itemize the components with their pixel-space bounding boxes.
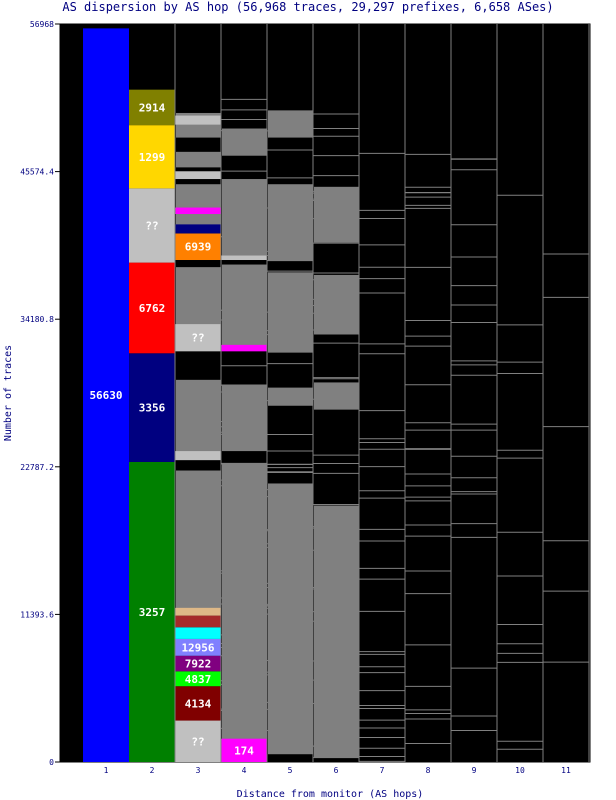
y-tick-label: 34180.8 bbox=[20, 315, 54, 324]
segment-label: 4134 bbox=[185, 697, 212, 710]
bar-segment bbox=[175, 224, 221, 234]
bar-segment bbox=[175, 638, 221, 656]
bar-segment bbox=[175, 451, 221, 461]
chart-title: AS dispersion by AS hop (56,968 traces, … bbox=[62, 0, 553, 14]
other-as-region bbox=[176, 98, 589, 762]
bar-segment bbox=[221, 344, 267, 352]
x-tick-label: 6 bbox=[334, 766, 339, 775]
other-as-band bbox=[176, 379, 221, 459]
bar-segment bbox=[129, 188, 175, 263]
y-tick-label: 56968 bbox=[30, 20, 54, 29]
bar-segment bbox=[175, 324, 221, 352]
segment-label: 56630 bbox=[89, 389, 122, 402]
segment-label: ?? bbox=[191, 332, 204, 345]
bar-segment bbox=[175, 671, 221, 687]
other-as-band bbox=[268, 110, 313, 138]
x-axis-label: Distance from monitor (AS hops) bbox=[237, 789, 424, 800]
bar-segment bbox=[129, 89, 175, 126]
other-as-band bbox=[222, 264, 267, 347]
x-tick-label: 2 bbox=[150, 766, 155, 775]
bar-segment bbox=[175, 233, 221, 261]
x-tick-label: 8 bbox=[426, 766, 431, 775]
bar-segment bbox=[83, 28, 129, 763]
other-as-band bbox=[222, 179, 267, 256]
bar-segment bbox=[175, 655, 221, 672]
bar-segment bbox=[175, 115, 221, 125]
bar-segment bbox=[175, 171, 221, 180]
segment-label: 7922 bbox=[185, 658, 212, 671]
other-as-band bbox=[314, 186, 359, 243]
segment-label: ?? bbox=[191, 735, 204, 748]
bar-segment bbox=[175, 686, 221, 721]
bar-segment bbox=[175, 207, 221, 215]
bar-segment bbox=[175, 720, 221, 762]
segment-label: 3257 bbox=[139, 606, 166, 619]
x-tick-label: 3 bbox=[196, 766, 201, 775]
other-as-band bbox=[222, 464, 267, 757]
y-tick-label: 22787.2 bbox=[20, 463, 54, 472]
bar-segment bbox=[129, 461, 175, 762]
other-as-band bbox=[222, 128, 267, 156]
bar-segment bbox=[221, 255, 267, 261]
x-tick-label: 11 bbox=[561, 766, 571, 775]
x-tick-label: 4 bbox=[242, 766, 247, 775]
y-tick-label: 45574.4 bbox=[20, 168, 54, 177]
other-as-band bbox=[176, 470, 221, 610]
x-tick-label: 5 bbox=[288, 766, 293, 775]
other-as-band bbox=[222, 385, 267, 452]
bar-segment bbox=[175, 615, 221, 628]
other-as-band bbox=[176, 151, 221, 168]
bar-segment bbox=[221, 738, 267, 762]
y-axis-label: Number of traces bbox=[3, 345, 14, 441]
y-axis: 0 11393.6 22787.2 34180.8 45574.4 56968 bbox=[20, 20, 60, 767]
other-as-band bbox=[314, 382, 359, 410]
bar-segment bbox=[129, 262, 175, 354]
x-tick-label: 7 bbox=[380, 766, 385, 775]
other-as-band bbox=[314, 274, 359, 335]
segment-label: 1299 bbox=[139, 151, 166, 164]
y-tick-label: 11393.6 bbox=[20, 610, 54, 619]
segment-label: 2914 bbox=[139, 101, 166, 114]
segment-label: ?? bbox=[145, 219, 158, 232]
y-tick-label: 0 bbox=[49, 758, 54, 767]
segment-label: 4837 bbox=[185, 673, 212, 686]
other-as-band bbox=[268, 184, 313, 261]
x-tick-label: 1 bbox=[104, 766, 109, 775]
other-as-band bbox=[268, 483, 313, 755]
column-dividers bbox=[174, 24, 590, 762]
bar-segment bbox=[129, 125, 175, 189]
bar-segments bbox=[83, 28, 267, 763]
segment-labels: 56630 3257 3356 6762?? 1299 2914?? 4134 4837 792… bbox=[89, 101, 254, 757]
other-as-band bbox=[268, 387, 313, 406]
x-tick-label: 10 bbox=[515, 766, 525, 775]
bar-segment bbox=[175, 627, 221, 639]
bar-segment bbox=[129, 353, 175, 462]
x-axis: 1 2 3 4 5 6 7 8 9 10 11 bbox=[104, 766, 571, 775]
other-as-band bbox=[176, 184, 221, 229]
segment-label: 6939 bbox=[185, 241, 212, 254]
other-as-band bbox=[314, 505, 359, 759]
segment-label: 174 bbox=[234, 744, 254, 757]
segment-label: 12956 bbox=[181, 641, 214, 654]
x-tick-label: 9 bbox=[472, 766, 477, 775]
segment-label: 3356 bbox=[139, 402, 166, 415]
segment-label: 6762 bbox=[139, 302, 166, 315]
bar-segment bbox=[175, 607, 221, 616]
